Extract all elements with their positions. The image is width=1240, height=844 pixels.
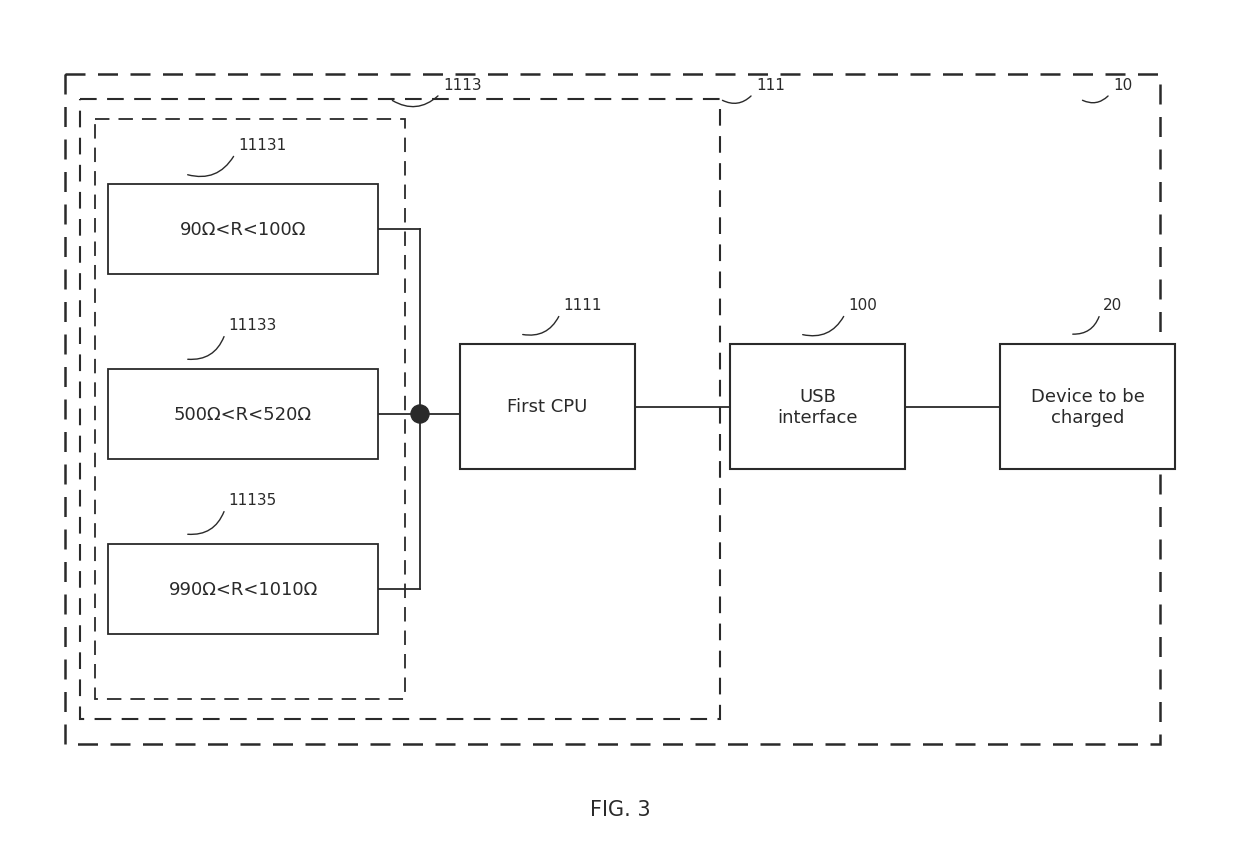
- Bar: [81, 100, 720, 719]
- Text: 1113: 1113: [443, 78, 481, 93]
- Text: 100: 100: [848, 298, 877, 312]
- Text: 20: 20: [1104, 298, 1122, 312]
- Bar: [95, 120, 405, 699]
- Text: 111: 111: [756, 78, 785, 93]
- Bar: [108, 185, 378, 274]
- Text: 11133: 11133: [228, 317, 277, 333]
- Bar: [64, 75, 1159, 744]
- Bar: [730, 344, 905, 469]
- Circle shape: [410, 405, 429, 424]
- Text: 11131: 11131: [238, 138, 286, 153]
- Text: 1111: 1111: [563, 298, 601, 312]
- Text: FIG. 3: FIG. 3: [590, 799, 650, 819]
- Text: 500Ω<R<520Ω: 500Ω<R<520Ω: [174, 405, 312, 424]
- Text: Device to be
charged: Device to be charged: [1030, 387, 1145, 426]
- Text: 990Ω<R<1010Ω: 990Ω<R<1010Ω: [169, 581, 317, 598]
- Text: 10: 10: [1114, 78, 1132, 93]
- Text: First CPU: First CPU: [507, 398, 588, 416]
- Bar: [460, 344, 635, 469]
- Text: 11135: 11135: [228, 492, 277, 507]
- Text: 90Ω<R<100Ω: 90Ω<R<100Ω: [180, 221, 306, 239]
- Bar: [999, 344, 1176, 469]
- Bar: [108, 370, 378, 459]
- Bar: [108, 544, 378, 634]
- Text: USB
interface: USB interface: [777, 387, 858, 426]
